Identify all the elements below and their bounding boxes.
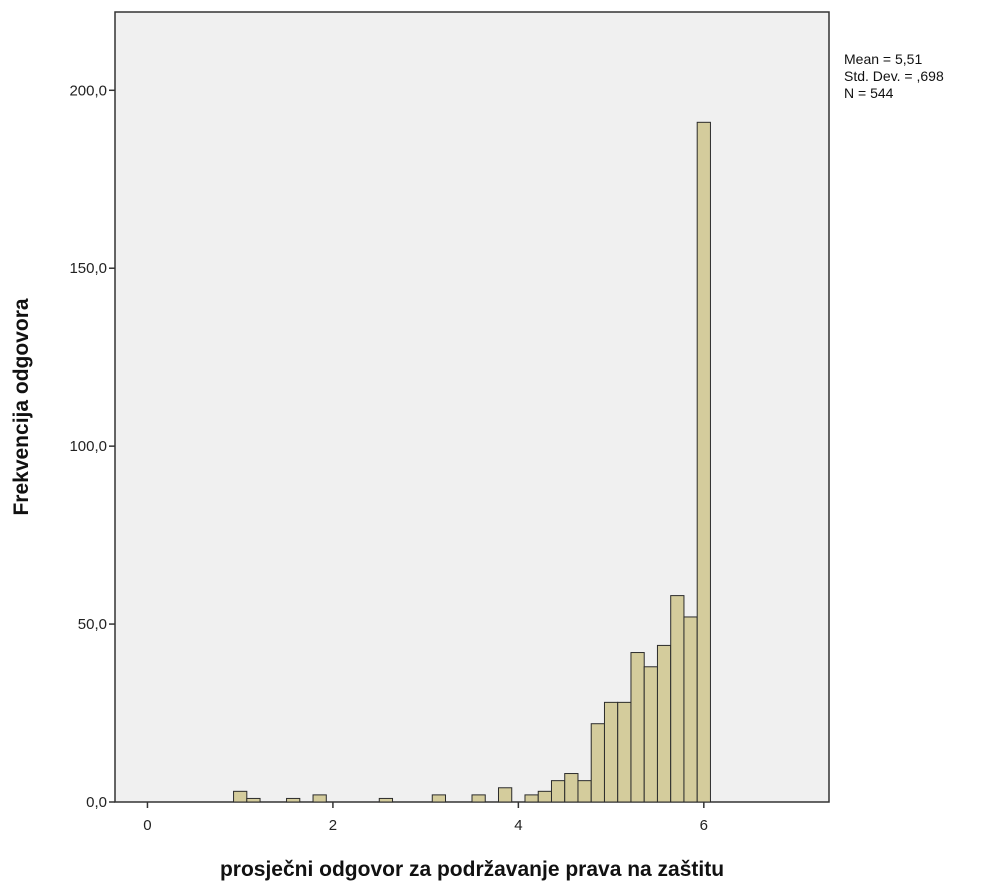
stats-box: Mean = 5,51 Std. Dev. = ,698 N = 544: [844, 51, 944, 101]
histogram-bar: [431, 794, 447, 803]
histogram-bar: [246, 797, 261, 803]
stats-n: N = 544: [844, 85, 894, 101]
y-axis: 0,0 50,0 100,0 150,0 200,0: [69, 82, 115, 811]
histogram-bar: [656, 644, 672, 803]
y-axis-title: Frekvencija odgovora: [10, 298, 33, 515]
histogram-bar: [564, 773, 579, 803]
histogram-bar: [590, 723, 605, 803]
y-tick-label: 200,0: [69, 82, 107, 99]
histogram-bar: [630, 652, 645, 803]
histogram-bar: [577, 780, 592, 803]
x-tick-label: 4: [514, 817, 522, 834]
y-tick-label: 150,0: [69, 260, 107, 277]
histogram-bar: [312, 794, 327, 803]
x-tick-label: 2: [329, 817, 337, 834]
histogram-bar: [696, 121, 711, 803]
bars-group: [233, 121, 711, 803]
stats-std-dev: Std. Dev. = ,698: [844, 68, 944, 84]
histogram-bar: [471, 794, 486, 803]
x-tick-label: 6: [700, 817, 708, 834]
x-tick-label: 0: [143, 817, 151, 834]
x-axis-title: prosječni odgovor za podržavanje prava n…: [220, 858, 724, 881]
plot-background: [114, 11, 830, 803]
histogram-bar: [603, 701, 619, 803]
stats-mean: Mean = 5,51: [844, 51, 922, 67]
y-tick-label: 100,0: [69, 438, 107, 455]
histogram-bar: [524, 794, 539, 803]
histogram-bar: [537, 790, 552, 803]
histogram-bar: [683, 616, 698, 803]
histogram-bar: [617, 701, 632, 803]
y-tick-label: 50,0: [78, 616, 107, 633]
histogram-bar: [497, 787, 513, 803]
histogram-bar: [643, 666, 658, 803]
histogram-bar: [378, 797, 394, 803]
histogram-bar: [670, 595, 685, 803]
x-axis: 0 2 4 6: [143, 802, 708, 834]
y-tick-label: 0,0: [86, 794, 107, 811]
histogram-bar: [286, 797, 301, 803]
histogram-bar: [233, 790, 248, 803]
histogram-bar: [550, 780, 566, 803]
